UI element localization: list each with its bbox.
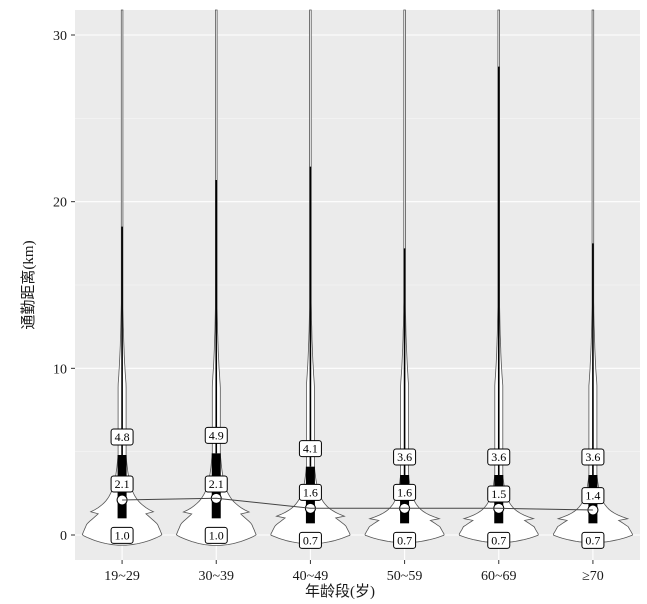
q3-label-box (393, 448, 417, 466)
x-axis: 19~29 30~39 40~49 50~59 60~69 ≥70 (104, 560, 604, 584)
median-label-box (393, 483, 417, 501)
violins (81, 9, 633, 546)
x-tick-label: 40~49 (293, 569, 329, 584)
y-axis-title: 通勤距离(km) (20, 240, 37, 329)
y-tick-label: 30 (53, 29, 67, 44)
q1-label-box (110, 526, 134, 544)
q1-label-box (393, 531, 417, 549)
q3-label: 4.1 (303, 442, 318, 456)
y-axis: 0 10 20 30 (53, 29, 75, 544)
q3-label: 3.6 (491, 450, 506, 464)
median-label: 1.6 (303, 485, 318, 499)
median-label-box (204, 475, 228, 493)
median-label: 1.5 (491, 487, 506, 501)
q3-label-box (204, 426, 228, 444)
median-label-box (110, 475, 134, 493)
q3-label: 3.6 (585, 450, 600, 464)
x-tick-label: 60~69 (481, 569, 517, 584)
q1-label: 1.0 (209, 528, 224, 542)
x-tick-label: 50~59 (387, 569, 423, 584)
q3-label: 3.6 (397, 450, 412, 464)
x-tick-label: ≥70 (582, 569, 604, 584)
median-label-box (487, 485, 511, 503)
median-label: 2.1 (209, 477, 224, 491)
q3-label-box (110, 428, 134, 446)
x-axis-title: 年龄段(岁) (305, 583, 375, 600)
q3-label-box (487, 448, 511, 466)
q1-label-box (204, 526, 228, 544)
q3-label: 4.9 (209, 428, 224, 442)
y-tick-label: 0 (60, 529, 67, 544)
y-tick-label: 20 (53, 196, 67, 211)
labels-layer: 4.8 2.1 1.0 4.9 2.1 1.0 4.1 1.6 0.7 3.6 1.6 0.7 3.6 1… (110, 426, 605, 549)
median-label: 1.4 (585, 489, 600, 503)
q1-label: 0.7 (585, 533, 600, 547)
q1-label: 0.7 (303, 533, 318, 547)
q3-label-box (298, 440, 322, 458)
mean-trend-line (122, 497, 593, 511)
median-label-box (298, 483, 322, 501)
q1-label: 0.7 (397, 533, 412, 547)
q1-label: 0.7 (491, 533, 506, 547)
q1-label-box (298, 531, 322, 549)
x-tick-label: 19~29 (104, 569, 140, 584)
x-tick-label: 30~39 (198, 569, 234, 584)
q3-label: 4.8 (115, 430, 130, 444)
median-label-box (581, 487, 605, 505)
q1-label-box (581, 531, 605, 549)
median-label: 2.1 (115, 477, 130, 491)
q3-label-box (581, 448, 605, 466)
median-label: 1.6 (397, 485, 412, 499)
q1-label-box (487, 531, 511, 549)
q1-label: 1.0 (115, 528, 130, 542)
mean-line-layer (122, 497, 593, 511)
y-tick-label: 10 (53, 362, 67, 377)
